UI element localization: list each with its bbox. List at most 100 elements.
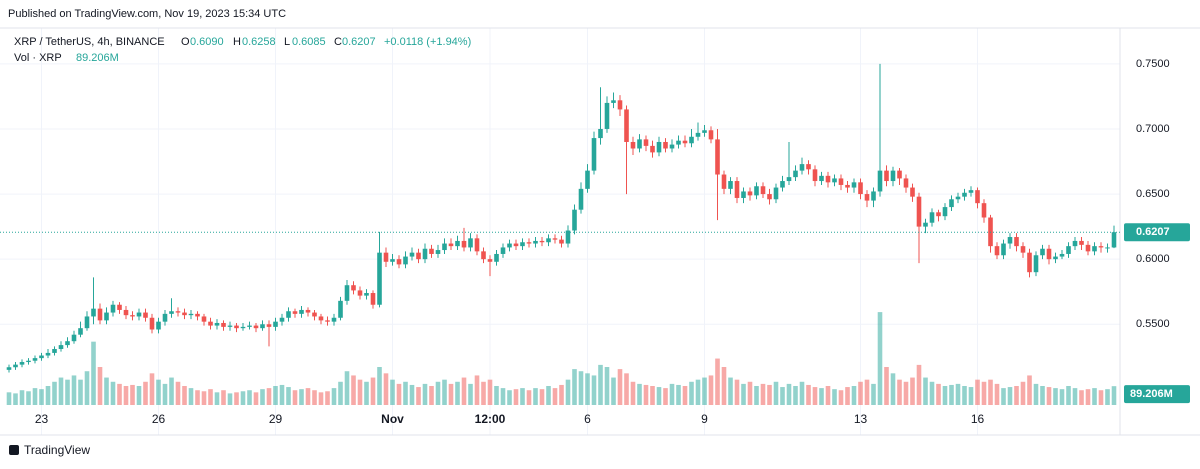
candle-body bbox=[1001, 243, 1006, 256]
candle-body bbox=[884, 170, 889, 182]
candle-body bbox=[890, 170, 896, 182]
volume-bar bbox=[669, 383, 675, 405]
volume-bar bbox=[507, 390, 512, 405]
candle-body bbox=[234, 325, 239, 329]
volume-bar bbox=[533, 388, 538, 405]
candle-body bbox=[955, 196, 961, 200]
candle-body bbox=[162, 313, 168, 322]
volume-bar bbox=[819, 388, 824, 405]
volume-bar bbox=[292, 390, 298, 405]
volume-bar bbox=[175, 381, 181, 405]
volume-bar bbox=[526, 390, 532, 405]
volume-bar bbox=[786, 383, 792, 405]
y-tick-label: 0.7500 bbox=[1136, 58, 1170, 70]
candle-body bbox=[728, 181, 733, 189]
candle-body bbox=[832, 178, 837, 183]
volume-bar bbox=[793, 386, 798, 405]
volume-bar bbox=[253, 392, 259, 405]
published: Published on TradingView.com, Nov 19, 20… bbox=[8, 8, 286, 20]
candle-body bbox=[201, 316, 207, 322]
volume-bar bbox=[279, 384, 285, 405]
x-tick-label: 26 bbox=[152, 412, 166, 426]
volume-bar bbox=[936, 383, 941, 405]
volume-bar bbox=[851, 386, 857, 405]
volume-bar bbox=[1079, 390, 1084, 405]
volume-bar bbox=[344, 371, 350, 405]
volume-bar bbox=[396, 383, 402, 405]
volume-bar bbox=[942, 386, 948, 405]
candle-body bbox=[221, 322, 226, 327]
candle-body bbox=[578, 188, 584, 210]
volume-bar bbox=[247, 390, 252, 405]
candle-body bbox=[975, 190, 980, 204]
legend-change: +0.0118 (+1.94%) bbox=[384, 36, 471, 48]
volume-bar bbox=[838, 390, 844, 405]
volume-bar bbox=[949, 384, 954, 405]
candle-body bbox=[169, 311, 174, 314]
volume-bar bbox=[968, 387, 974, 405]
volume-bar bbox=[58, 377, 64, 405]
volume-bar bbox=[461, 377, 467, 405]
candle-body bbox=[552, 238, 558, 240]
candle-body bbox=[903, 178, 909, 188]
candle-body bbox=[539, 240, 545, 243]
candle-body bbox=[13, 364, 18, 368]
x-tick-label: Nov bbox=[381, 412, 404, 426]
candle-body bbox=[448, 243, 454, 247]
volume-bar bbox=[806, 384, 811, 405]
volume-bar bbox=[487, 379, 493, 405]
legend-h-label: H bbox=[233, 36, 241, 48]
volume-bar bbox=[546, 386, 551, 405]
candle-body bbox=[117, 304, 122, 310]
volume-bar bbox=[721, 367, 727, 405]
candle-body bbox=[786, 177, 792, 182]
volume-bar bbox=[351, 375, 356, 405]
volume-bar bbox=[1040, 386, 1045, 405]
volume-bar bbox=[1020, 381, 1026, 405]
logo bbox=[9, 445, 19, 455]
volume-bar bbox=[663, 388, 668, 405]
volume-bar bbox=[903, 381, 909, 405]
candle-body bbox=[871, 191, 876, 201]
candle-body bbox=[136, 312, 142, 317]
volume-bar bbox=[728, 377, 733, 405]
candle-body bbox=[1046, 248, 1052, 260]
volume-bar bbox=[32, 388, 38, 405]
volume-bar bbox=[338, 381, 343, 405]
x-tick-label: 13 bbox=[854, 412, 868, 426]
volume-bar bbox=[676, 384, 681, 405]
candle-body bbox=[396, 259, 402, 265]
volume-bar bbox=[858, 381, 863, 405]
candle-body bbox=[630, 141, 636, 149]
candle-body bbox=[149, 317, 155, 330]
volume-bar bbox=[585, 373, 590, 405]
logo-mark bbox=[9, 445, 19, 455]
candle-body bbox=[851, 182, 857, 188]
candle-body bbox=[780, 181, 785, 188]
candle-body bbox=[494, 253, 499, 262]
volume-bar bbox=[1098, 390, 1104, 405]
volume-bar bbox=[286, 387, 291, 405]
volume-bar bbox=[1046, 387, 1052, 405]
candle-body bbox=[409, 252, 415, 257]
candle-body bbox=[110, 304, 116, 313]
candle-body bbox=[357, 290, 363, 296]
volume-bar bbox=[650, 386, 655, 405]
candle-body bbox=[1040, 248, 1045, 256]
volume-bar bbox=[195, 390, 200, 405]
volume-bar bbox=[1033, 383, 1039, 405]
volume-bar bbox=[318, 392, 324, 405]
candle-body bbox=[637, 139, 642, 149]
candle-body bbox=[793, 170, 798, 178]
legend-vol: 89.206M bbox=[76, 52, 119, 64]
candle-body bbox=[1098, 246, 1104, 248]
candle-body bbox=[104, 312, 109, 321]
candle-body bbox=[312, 312, 317, 317]
volume-bar bbox=[130, 384, 135, 405]
volume-bar bbox=[962, 386, 967, 405]
legend-c-label: C bbox=[334, 36, 342, 48]
volume-bar bbox=[682, 386, 688, 405]
volume-bar bbox=[897, 379, 902, 405]
legend-o-label: O bbox=[181, 36, 190, 48]
volume-bar bbox=[71, 375, 77, 405]
